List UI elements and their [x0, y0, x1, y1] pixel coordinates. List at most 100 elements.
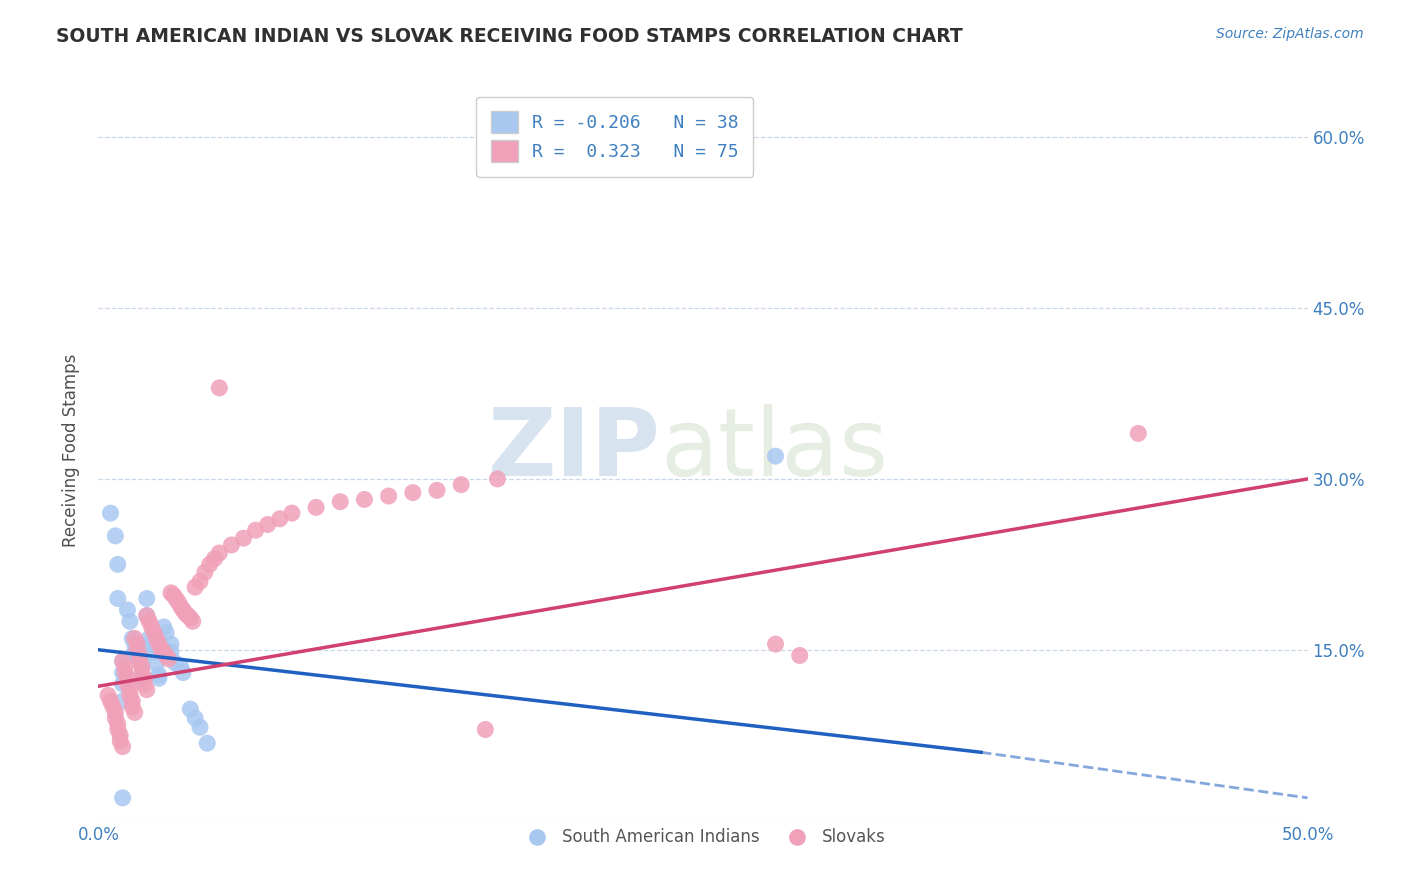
- Point: [169, 599, 191, 614]
- Point: [221, 538, 243, 552]
- Point: [104, 529, 127, 543]
- Point: [100, 694, 122, 708]
- Point: [131, 665, 153, 680]
- Point: [124, 632, 146, 646]
- Point: [179, 702, 201, 716]
- Point: [131, 660, 153, 674]
- Point: [165, 657, 187, 671]
- Point: [135, 608, 157, 623]
- Point: [104, 706, 127, 720]
- Point: [127, 642, 149, 657]
- Point: [145, 657, 167, 671]
- Point: [121, 699, 143, 714]
- Point: [117, 603, 139, 617]
- Point: [111, 694, 134, 708]
- Point: [152, 620, 174, 634]
- Point: [141, 637, 163, 651]
- Point: [104, 711, 127, 725]
- Point: [118, 682, 141, 697]
- Point: [127, 648, 149, 663]
- Point: [245, 523, 267, 537]
- Point: [1128, 426, 1150, 441]
- Point: [108, 728, 131, 742]
- Point: [204, 551, 226, 566]
- Point: [131, 671, 153, 685]
- Point: [143, 645, 166, 659]
- Point: [124, 706, 146, 720]
- Point: [135, 682, 157, 697]
- Point: [143, 625, 166, 640]
- Point: [148, 637, 170, 651]
- Point: [377, 489, 399, 503]
- Text: SOUTH AMERICAN INDIAN VS SLOVAK RECEIVING FOOD STAMPS CORRELATION CHART: SOUTH AMERICAN INDIAN VS SLOVAK RECEIVIN…: [56, 27, 963, 45]
- Point: [128, 654, 150, 668]
- Point: [155, 625, 177, 640]
- Point: [281, 506, 304, 520]
- Text: ZIP: ZIP: [488, 404, 661, 497]
- Point: [165, 591, 187, 606]
- Point: [134, 677, 156, 691]
- Point: [160, 637, 183, 651]
- Point: [97, 689, 120, 703]
- Point: [184, 580, 207, 594]
- Point: [486, 472, 509, 486]
- Point: [118, 615, 141, 629]
- Point: [127, 637, 149, 651]
- Point: [111, 654, 134, 668]
- Point: [160, 586, 183, 600]
- Point: [155, 648, 177, 663]
- Point: [353, 492, 375, 507]
- Point: [150, 642, 173, 657]
- Point: [121, 694, 143, 708]
- Point: [114, 665, 136, 680]
- Point: [121, 632, 143, 646]
- Point: [195, 736, 218, 750]
- Point: [188, 720, 211, 734]
- Point: [117, 677, 139, 691]
- Point: [145, 632, 167, 646]
- Point: [114, 660, 136, 674]
- Point: [148, 671, 170, 685]
- Point: [184, 711, 207, 725]
- Point: [172, 603, 194, 617]
- Point: [172, 665, 194, 680]
- Point: [450, 477, 472, 491]
- Point: [117, 671, 139, 685]
- Point: [128, 648, 150, 663]
- Point: [111, 665, 134, 680]
- Point: [107, 558, 129, 572]
- Point: [107, 723, 129, 737]
- Point: [269, 512, 291, 526]
- Point: [305, 500, 328, 515]
- Point: [124, 637, 146, 651]
- Point: [152, 645, 174, 659]
- Point: [101, 699, 124, 714]
- Point: [111, 790, 134, 805]
- Point: [329, 494, 352, 508]
- Point: [124, 645, 146, 659]
- Point: [167, 595, 190, 609]
- Point: [138, 632, 160, 646]
- Point: [789, 648, 811, 663]
- Point: [108, 734, 131, 748]
- Y-axis label: Receiving Food Stamps: Receiving Food Stamps: [62, 354, 80, 547]
- Point: [765, 449, 787, 463]
- Point: [134, 671, 156, 685]
- Point: [402, 485, 425, 500]
- Point: [131, 657, 153, 671]
- Point: [157, 652, 180, 666]
- Point: [148, 668, 170, 682]
- Point: [179, 611, 201, 625]
- Point: [426, 483, 449, 498]
- Point: [194, 566, 217, 580]
- Point: [128, 654, 150, 668]
- Point: [141, 620, 163, 634]
- Point: [107, 716, 129, 731]
- Legend: South American Indians, Slovaks: South American Indians, Slovaks: [515, 822, 891, 853]
- Text: atlas: atlas: [661, 404, 889, 497]
- Point: [232, 531, 254, 545]
- Point: [135, 591, 157, 606]
- Point: [181, 615, 204, 629]
- Point: [256, 517, 278, 532]
- Point: [162, 588, 184, 602]
